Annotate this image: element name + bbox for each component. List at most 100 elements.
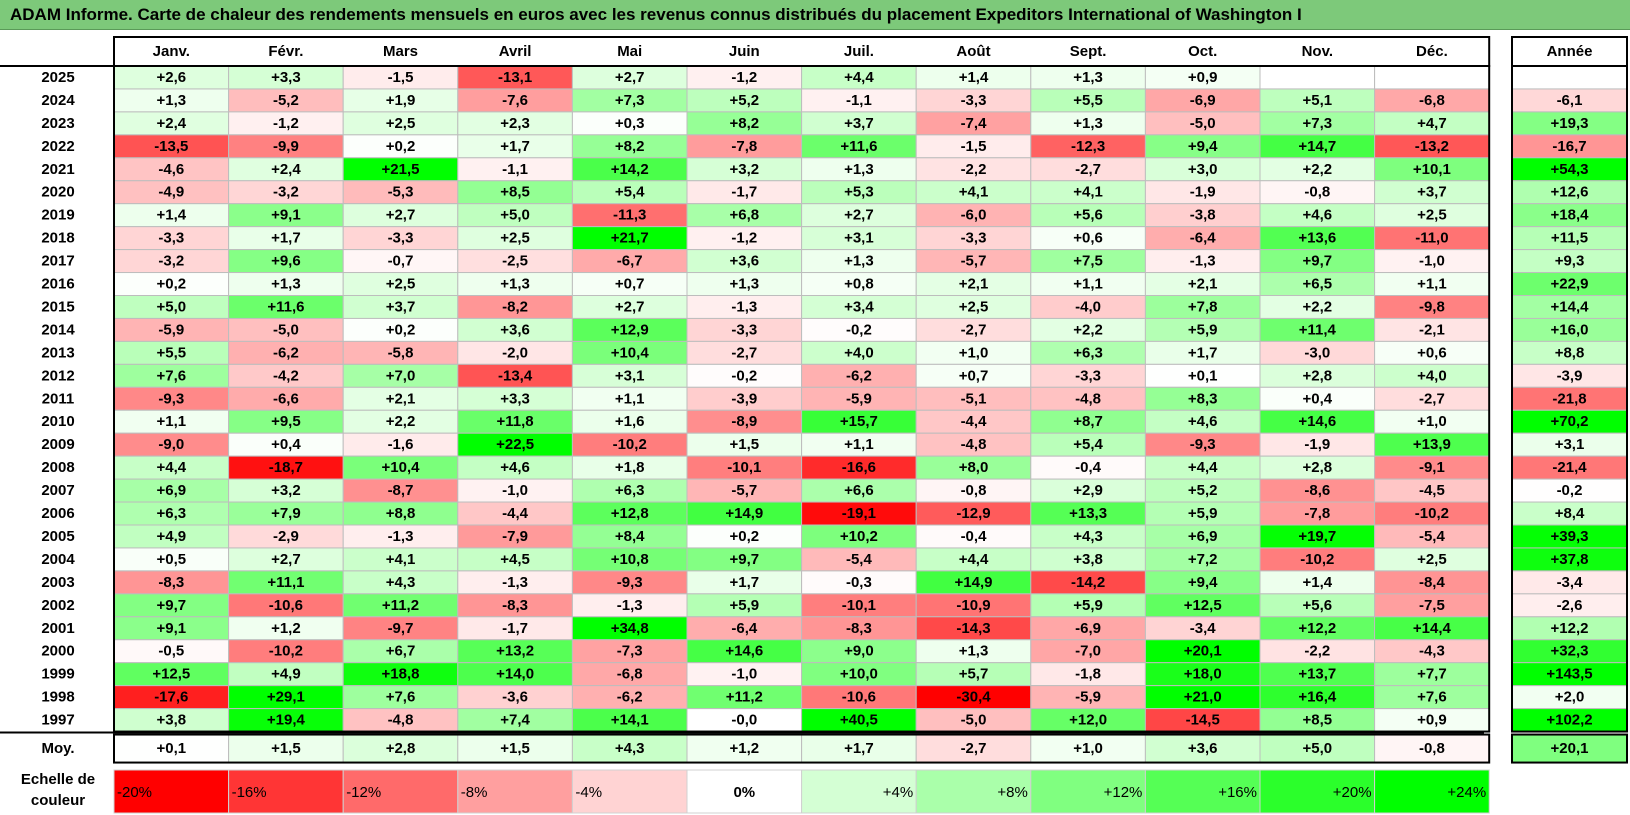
heatmap-value-2007-5: +6,3 bbox=[615, 482, 645, 499]
heatmap-value-2005-4: -7,9 bbox=[502, 528, 528, 545]
average-value-12: -0,8 bbox=[1419, 740, 1445, 757]
heatmap-cell-2003-2 bbox=[228, 570, 344, 595]
heatmap-cell-2016-4 bbox=[457, 272, 573, 296]
heatmap-value-2013-2: -6,2 bbox=[273, 344, 299, 361]
heatmap-value-1997-7: +40,5 bbox=[840, 712, 878, 729]
annual-value-2006: +8,4 bbox=[1555, 505, 1585, 522]
heatmap-value-2013-9: +6,3 bbox=[1073, 344, 1103, 361]
heatmap-value-2025-9: +1,3 bbox=[1073, 69, 1103, 86]
heatmap-cell-2023-3 bbox=[342, 111, 459, 136]
heatmap-cell-2017-3 bbox=[342, 249, 459, 274]
heatmap-cell-2007-4 bbox=[457, 478, 573, 503]
heatmap-value-2009-1: -9,0 bbox=[158, 436, 184, 453]
heatmap-value-2010-2: +9,5 bbox=[271, 413, 301, 430]
heatmap-value-2017-8: -5,7 bbox=[961, 253, 987, 270]
heatmap-value-1999-6: -1,0 bbox=[731, 666, 757, 683]
heatmap-value-2015-7: +3,4 bbox=[844, 298, 874, 315]
heatmap-cell-2023-12 bbox=[1374, 111, 1490, 136]
heatmap-cell-2005-4 bbox=[457, 524, 573, 549]
heatmap-cell-1998-11 bbox=[1259, 685, 1376, 710]
heatmap-cell-1997-4 bbox=[457, 708, 573, 733]
heatmap-value-2005-9: +4,3 bbox=[1073, 528, 1103, 545]
heatmap-value-2004-4: +4,5 bbox=[500, 551, 530, 568]
heatmap-value-2004-10: +7,2 bbox=[1188, 551, 1218, 568]
annual-cell-2016 bbox=[1511, 272, 1628, 296]
heatmap-cell-2002-7 bbox=[801, 593, 917, 618]
heatmap-value-2025-2: +3,3 bbox=[271, 69, 301, 86]
heatmap-cell-2015-9 bbox=[1030, 295, 1146, 319]
heatmap-value-2006-5: +12,8 bbox=[611, 505, 649, 522]
heatmap-value-2001-6: -6,4 bbox=[731, 620, 758, 637]
heatmap-value-2012-9: -3,3 bbox=[1075, 367, 1101, 384]
heatmap-value-2011-9: -4,8 bbox=[1075, 390, 1101, 407]
heatmap-value-1999-9: -1,8 bbox=[1075, 666, 1101, 683]
heatmap-value-2005-7: +10,2 bbox=[840, 528, 878, 545]
heatmap-cell-2002-12 bbox=[1374, 593, 1490, 618]
heatmap-cell-2013-1 bbox=[113, 340, 230, 365]
heatmap-cell-2021-8 bbox=[915, 157, 1032, 182]
heatmap-cell-2024-6 bbox=[686, 88, 803, 113]
heatmap-cell-1998-1 bbox=[113, 685, 230, 710]
heatmap-value-2012-5: +3,1 bbox=[615, 367, 645, 384]
heatmap-cell-2011-6 bbox=[686, 386, 803, 411]
average-row-border bbox=[113, 733, 1491, 764]
heatmap-value-2021-3: +21,5 bbox=[382, 161, 420, 178]
heatmap-cell-2020-6 bbox=[686, 180, 803, 205]
heatmap-cell-2017-9 bbox=[1030, 249, 1146, 274]
heatmap-value-2006-3: +8,8 bbox=[386, 505, 416, 522]
heatmap-cell-2000-4 bbox=[457, 639, 573, 664]
annual-cell-2011 bbox=[1511, 386, 1628, 411]
heatmap-value-2008-11: +2,8 bbox=[1302, 459, 1332, 476]
heatmap-value-2015-12: -9,8 bbox=[1419, 298, 1445, 315]
heatmap-cell-2018-1 bbox=[113, 226, 230, 251]
heatmap-value-2020-5: +5,4 bbox=[615, 184, 645, 201]
heatmap-cell-2025-7 bbox=[801, 65, 917, 90]
annual-cell-2021 bbox=[1511, 157, 1628, 182]
heatmap-cell-1999-9 bbox=[1030, 662, 1146, 687]
heatmap-value-2010-3: +2,2 bbox=[386, 413, 416, 430]
heatmap-value-2002-9: +5,9 bbox=[1073, 597, 1103, 614]
heatmap-cell-2011-3 bbox=[342, 386, 459, 411]
heatmap-cell-2013-9 bbox=[1030, 340, 1146, 365]
heatmap-cell-2017-6 bbox=[686, 249, 803, 274]
heatmap-cell-2001-12 bbox=[1374, 616, 1490, 641]
heatmap-cell-2018-8 bbox=[915, 226, 1032, 251]
heatmap-value-2024-4: -7,6 bbox=[502, 92, 528, 109]
heatmap-cell-2001-8 bbox=[915, 616, 1032, 641]
heatmap-value-1997-3: -4,8 bbox=[388, 712, 414, 729]
heatmap-cell-2018-9 bbox=[1030, 226, 1146, 251]
heatmap-cell-2020-9 bbox=[1030, 180, 1146, 205]
heatmap-cell-2014-4 bbox=[457, 317, 573, 342]
heatmap-value-2012-3: +7,0 bbox=[386, 367, 416, 384]
heatmap-value-2021-7: +1,3 bbox=[844, 161, 874, 178]
heatmap-value-2021-2: +2,4 bbox=[271, 161, 301, 178]
heatmap-cell-2002-5 bbox=[571, 593, 688, 618]
heatmap-value-1998-4: -3,6 bbox=[502, 689, 528, 706]
heatmap-cell-1999-11 bbox=[1259, 662, 1376, 687]
heatmap-value-2023-11: +7,3 bbox=[1302, 115, 1332, 132]
heatmap-cell-2007-7 bbox=[801, 478, 917, 503]
heatmap-value-2017-9: +7,5 bbox=[1073, 253, 1103, 270]
heatmap-cell-2020-4 bbox=[457, 180, 573, 205]
heatmap-cell-2003-11 bbox=[1259, 570, 1376, 595]
average-cell-9 bbox=[1030, 734, 1146, 764]
heatmap-value-1997-4: +7,4 bbox=[500, 712, 530, 729]
average-cell-5 bbox=[571, 734, 688, 764]
heatmap-cell-1998-10 bbox=[1144, 685, 1261, 710]
heatmap-cell-2011-2 bbox=[228, 386, 344, 411]
heatmap-cell-2021-7 bbox=[801, 157, 917, 182]
heatmap-cell-1999-5 bbox=[571, 662, 688, 687]
heatmap-value-2011-8: -5,1 bbox=[961, 390, 987, 407]
heatmap-cell-2013-2 bbox=[228, 340, 344, 365]
heatmap-cell-2006-3 bbox=[342, 501, 459, 526]
heatmap-cell-2003-9 bbox=[1030, 570, 1146, 595]
heatmap-value-2015-6: -1,3 bbox=[731, 298, 757, 315]
heatmap-cell-2009-11 bbox=[1259, 432, 1376, 457]
heatmap-cell-2010-12 bbox=[1374, 409, 1490, 434]
heatmap-value-2005-1: +4,9 bbox=[156, 528, 186, 545]
heatmap-cell-2011-11 bbox=[1259, 386, 1376, 411]
annual-value-2008: -21,4 bbox=[1552, 459, 1587, 476]
heatmap-cell-2007-5 bbox=[571, 478, 688, 503]
heatmap-value-2018-4: +2,5 bbox=[500, 230, 530, 247]
heatmap-cell-2001-1 bbox=[113, 616, 230, 641]
